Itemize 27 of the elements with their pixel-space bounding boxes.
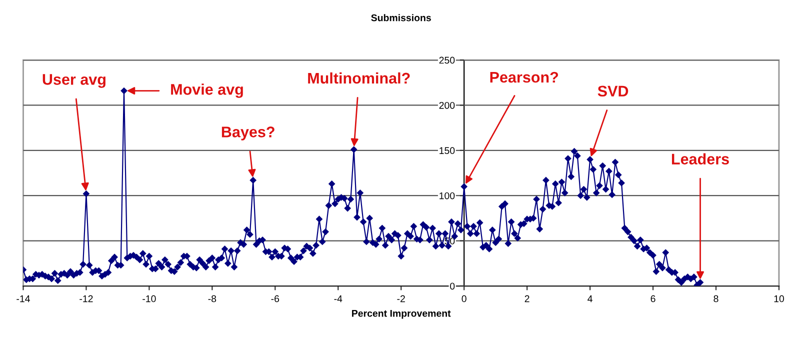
annotation: SVD — [598, 86, 628, 97]
x-tick-label: -4 — [334, 295, 342, 302]
y-tick-label: 250 — [439, 56, 455, 64]
annotation: User avg — [42, 74, 106, 88]
x-axis-title: Percent Improvement — [352, 310, 451, 319]
x-tick-label: -2 — [397, 295, 405, 302]
annotation: Multinominal? — [308, 72, 410, 84]
x-tick-label: 6 — [650, 295, 656, 302]
annotation: Movie avg — [171, 84, 243, 98]
x-tick-label: 8 — [714, 295, 718, 302]
annotation: Leaders — [672, 153, 729, 164]
x-tick-label: 2 — [524, 295, 530, 302]
x-tick-label: -8 — [208, 295, 216, 302]
x-tick-label: -6 — [271, 295, 280, 302]
x-tick-label: 4 — [588, 295, 592, 302]
x-tick-label: 0 — [462, 295, 466, 302]
x-tick-label: -12 — [80, 295, 93, 302]
y-tick-label: 0 — [450, 282, 455, 290]
x-tick-label: 10 — [774, 295, 784, 302]
x-tick-label: -14 — [16, 295, 30, 302]
y-tick-label: 200 — [439, 102, 455, 109]
y-tick-label: 150 — [440, 147, 455, 154]
y-tick-label: 100 — [440, 192, 455, 200]
x-tick-label: -10 — [142, 295, 156, 302]
annotation: Pearson? — [490, 72, 558, 83]
chart-title: Submissions — [371, 14, 431, 22]
annotation: Bayes? — [222, 126, 274, 140]
